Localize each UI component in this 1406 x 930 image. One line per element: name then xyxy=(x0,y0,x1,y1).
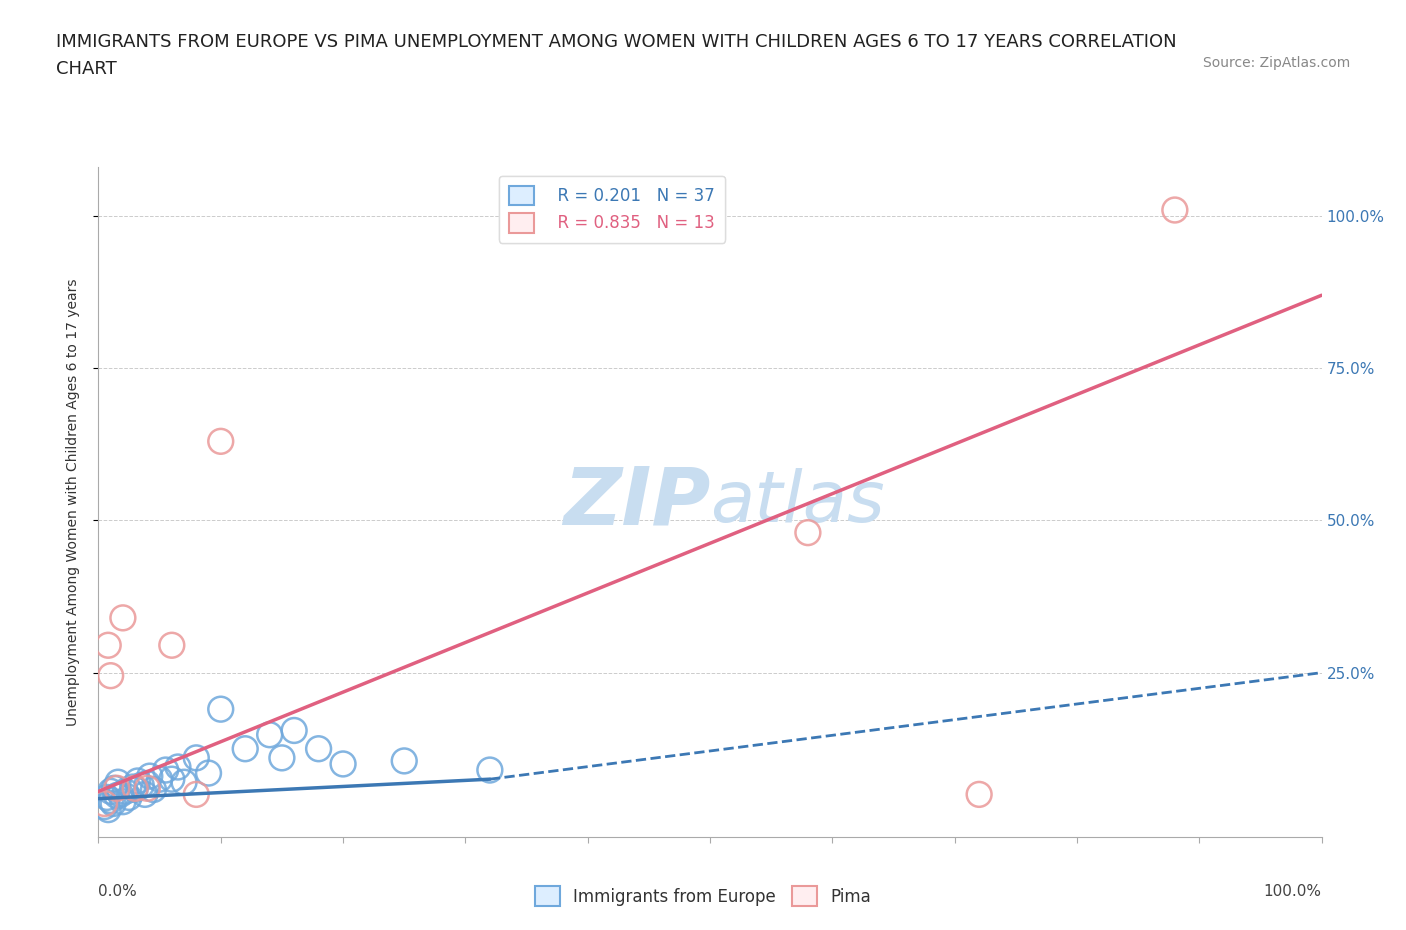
Point xyxy=(209,434,232,449)
Text: Source: ZipAtlas.com: Source: ZipAtlas.com xyxy=(1202,56,1350,70)
Legend:   R = 0.201   N = 37,   R = 0.835   N = 13: R = 0.201 N = 37, R = 0.835 N = 13 xyxy=(499,176,725,243)
Point xyxy=(197,765,219,780)
Point xyxy=(186,787,208,802)
Point xyxy=(101,796,124,811)
Point xyxy=(97,638,120,653)
Point xyxy=(155,763,177,777)
Point xyxy=(134,787,156,802)
Point xyxy=(160,772,183,787)
Point xyxy=(107,775,129,790)
Point xyxy=(111,794,134,809)
Point xyxy=(149,772,172,787)
Point xyxy=(97,803,120,817)
Point xyxy=(103,781,125,796)
Point xyxy=(127,774,149,789)
Point xyxy=(105,781,128,796)
Point xyxy=(173,775,195,790)
Point xyxy=(121,779,143,794)
Text: CHART: CHART xyxy=(56,60,117,78)
Point xyxy=(139,769,162,784)
Point xyxy=(478,763,501,777)
Text: 100.0%: 100.0% xyxy=(1264,884,1322,899)
Point xyxy=(114,784,136,799)
Point xyxy=(142,782,165,797)
Point xyxy=(797,525,820,540)
Point xyxy=(283,723,305,737)
Point xyxy=(129,777,152,792)
Point xyxy=(105,788,128,803)
Point xyxy=(1164,203,1187,218)
Point xyxy=(308,741,330,756)
Point xyxy=(270,751,294,765)
Point xyxy=(186,751,208,765)
Point xyxy=(124,781,146,796)
Point xyxy=(332,756,354,771)
Legend: Immigrants from Europe, Pima: Immigrants from Europe, Pima xyxy=(527,880,879,912)
Text: atlas: atlas xyxy=(710,468,884,537)
Point xyxy=(118,790,141,804)
Text: ZIP: ZIP xyxy=(562,463,710,541)
Point xyxy=(136,776,159,790)
Point xyxy=(392,753,416,768)
Point xyxy=(259,727,281,742)
Point xyxy=(100,784,122,799)
Point xyxy=(233,741,256,756)
Point xyxy=(100,793,122,808)
Point xyxy=(93,796,115,811)
Point xyxy=(110,787,132,802)
Point xyxy=(96,790,118,804)
Point xyxy=(160,638,183,653)
Text: IMMIGRANTS FROM EUROPE VS PIMA UNEMPLOYMENT AMONG WOMEN WITH CHILDREN AGES 6 TO : IMMIGRANTS FROM EUROPE VS PIMA UNEMPLOYM… xyxy=(56,33,1177,50)
Point xyxy=(967,787,990,802)
Point xyxy=(136,781,159,796)
Point xyxy=(124,782,146,797)
Point xyxy=(100,669,122,684)
Point xyxy=(111,610,134,625)
Text: 0.0%: 0.0% xyxy=(98,884,138,899)
Point xyxy=(209,702,232,717)
Y-axis label: Unemployment Among Women with Children Ages 6 to 17 years: Unemployment Among Women with Children A… xyxy=(66,278,80,726)
Point xyxy=(93,799,115,814)
Point xyxy=(167,760,190,775)
